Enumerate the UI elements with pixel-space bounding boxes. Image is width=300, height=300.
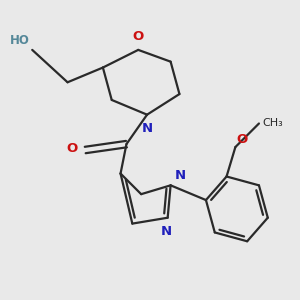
Text: O: O <box>133 29 144 43</box>
Text: N: N <box>142 122 153 135</box>
Text: O: O <box>237 133 248 146</box>
Text: N: N <box>160 225 172 238</box>
Text: CH₃: CH₃ <box>262 118 283 128</box>
Text: N: N <box>175 169 186 182</box>
Text: O: O <box>67 142 78 155</box>
Text: HO: HO <box>9 34 29 47</box>
